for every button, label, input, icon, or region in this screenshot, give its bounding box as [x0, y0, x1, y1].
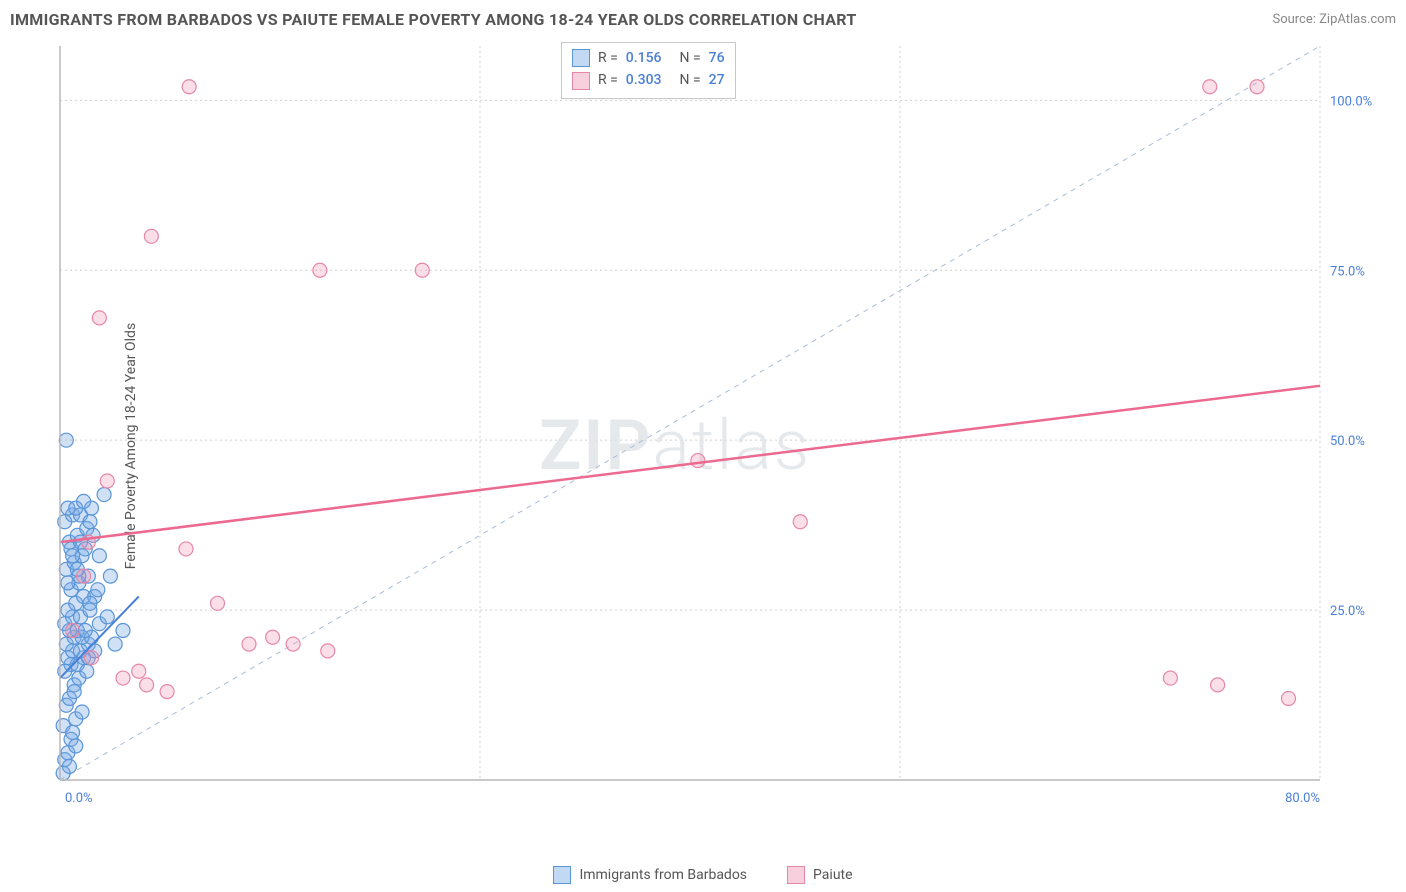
legend-item: Paiute — [787, 866, 853, 884]
svg-text:80.0%: 80.0% — [1285, 791, 1320, 806]
stat-n-label: N = — [680, 69, 701, 91]
title-bar: IMMIGRANTS FROM BARBADOS VS PAIUTE FEMAL… — [10, 10, 1396, 29]
stat-n-value: 76 — [709, 47, 725, 69]
source-label: Source: ZipAtlas.com — [1272, 12, 1396, 27]
svg-text:25.0%: 25.0% — [1330, 604, 1365, 619]
swatch-pink-icon — [787, 866, 805, 884]
stat-r-value: 0.156 — [626, 47, 662, 69]
svg-text:ZIPatlas: ZIPatlas — [539, 405, 811, 487]
stats-box: R = 0.156 N = 76 R = 0.303 N = 27 — [561, 42, 736, 99]
svg-text:50.0%: 50.0% — [1330, 434, 1365, 449]
stat-r-value: 0.303 — [626, 69, 662, 91]
bottom-legend: Immigrants from Barbados Paiute — [0, 866, 1406, 884]
stat-r-label: R = — [598, 69, 618, 91]
scatter-chart: 25.0% 50.0% 75.0% 100.0% ZIPatlas 0.0% 80.0% — [50, 40, 1380, 820]
svg-text:0.0%: 0.0% — [65, 791, 93, 806]
swatch-pink-icon — [572, 72, 590, 90]
swatch-blue-icon — [572, 49, 590, 67]
stat-n-label: N = — [680, 47, 701, 69]
legend-label: Paiute — [813, 867, 853, 883]
chart-title: IMMIGRANTS FROM BARBADOS VS PAIUTE FEMAL… — [10, 10, 857, 29]
stat-n-value: 27 — [709, 69, 725, 91]
svg-text:75.0%: 75.0% — [1330, 264, 1365, 279]
stat-r-label: R = — [598, 47, 618, 69]
svg-text:100.0%: 100.0% — [1330, 94, 1372, 109]
plot-area: 25.0% 50.0% 75.0% 100.0% ZIPatlas 0.0% 80.0% — [50, 40, 1380, 820]
stats-row: R = 0.303 N = 27 — [572, 69, 725, 91]
stats-row: R = 0.156 N = 76 — [572, 47, 725, 69]
legend-label: Immigrants from Barbados — [579, 867, 747, 883]
swatch-blue-icon — [553, 866, 571, 884]
legend-item: Immigrants from Barbados — [553, 866, 747, 884]
